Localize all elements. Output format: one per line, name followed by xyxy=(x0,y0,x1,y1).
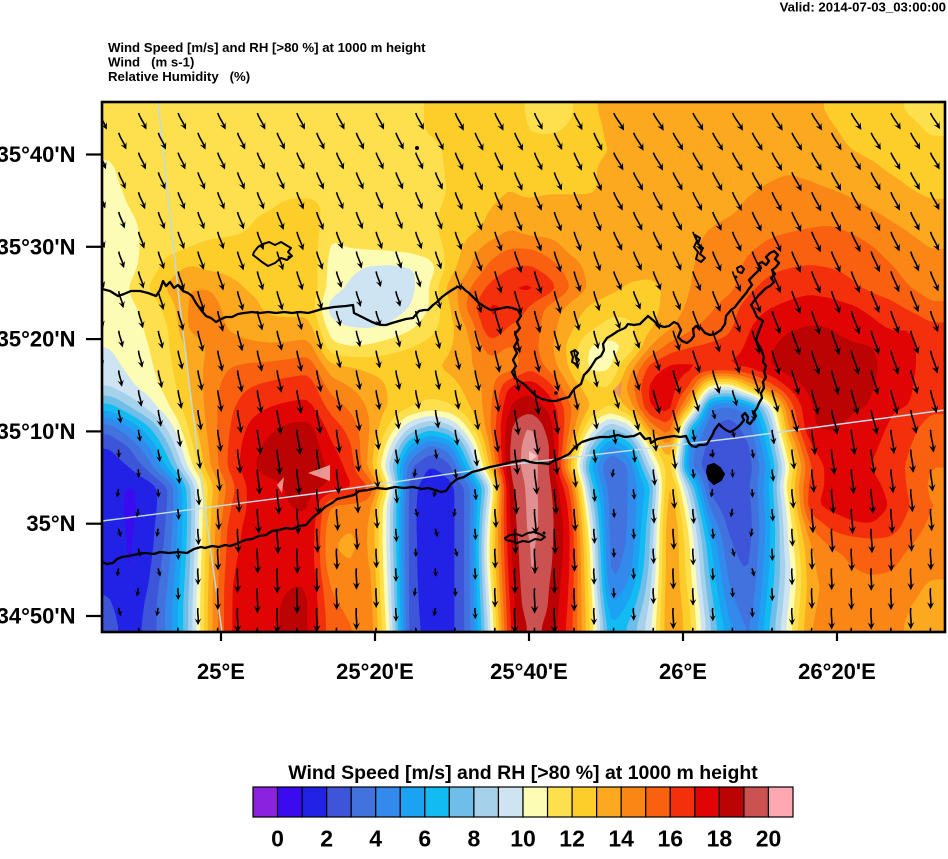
svg-text:8: 8 xyxy=(468,826,481,852)
svg-text:Wind Speed [m/s] and RH [>80 %: Wind Speed [m/s] and RH [>80 %] at 1000 … xyxy=(288,762,758,784)
svg-text:25°40'E: 25°40'E xyxy=(490,659,568,684)
svg-text:12: 12 xyxy=(559,826,585,852)
svg-text:25°20'E: 25°20'E xyxy=(336,659,414,684)
svg-text:26°E: 26°E xyxy=(659,659,707,684)
svg-text:25°E: 25°E xyxy=(197,659,245,684)
svg-text:Wind (m s-1): Wind (m s-1) xyxy=(108,55,194,70)
svg-text:10: 10 xyxy=(510,826,536,852)
svg-text:34°50'N: 34°50'N xyxy=(0,604,76,629)
svg-text:14: 14 xyxy=(608,826,634,852)
svg-text:Relative Humidity (%): Relative Humidity (%) xyxy=(108,69,250,84)
svg-text:4: 4 xyxy=(369,826,382,852)
svg-text:Wind Speed [m/s] and RH [>80 %: Wind Speed [m/s] and RH [>80 %] at 1000 … xyxy=(108,40,426,55)
svg-text:35°N: 35°N xyxy=(26,511,75,536)
svg-text:35°10'N: 35°10'N xyxy=(0,419,76,444)
svg-text:35°20'N: 35°20'N xyxy=(0,327,76,352)
svg-text:18: 18 xyxy=(707,826,733,852)
svg-text:35°40'N: 35°40'N xyxy=(0,142,76,167)
svg-text:20: 20 xyxy=(756,826,782,852)
svg-text:35°30'N: 35°30'N xyxy=(0,234,76,259)
svg-text:2: 2 xyxy=(320,826,333,852)
svg-text:16: 16 xyxy=(658,826,684,852)
svg-text:0: 0 xyxy=(271,826,284,852)
svg-text:Valid: 2014-07-03_03:00:00: Valid: 2014-07-03_03:00:00 xyxy=(780,0,946,15)
svg-text:6: 6 xyxy=(418,826,431,852)
svg-text:26°20'E: 26°20'E xyxy=(798,659,876,684)
